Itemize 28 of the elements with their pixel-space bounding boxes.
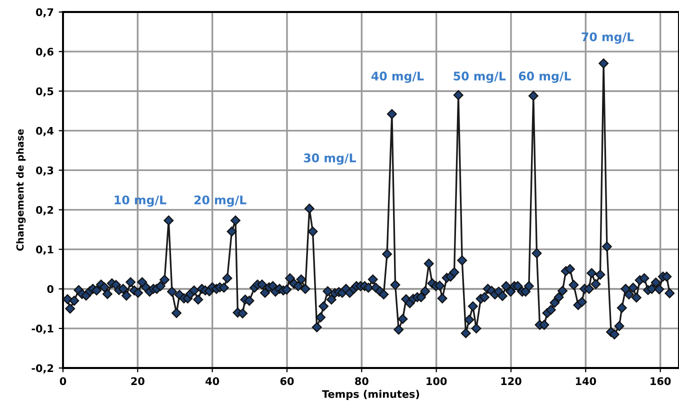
annotation: 70 mg/L — [582, 32, 634, 44]
y-tick-label: 0 — [47, 285, 54, 293]
annotation: 30 mg/L — [304, 153, 356, 165]
x-axis-title: Temps (minutes) — [322, 390, 420, 400]
x-tick-label: 60 — [280, 377, 294, 386]
annotation: 40 mg/L — [371, 72, 424, 83]
annotation: 10 mg/L — [114, 195, 166, 207]
x-tick-label: 40 — [206, 377, 220, 386]
annotation: 60 mg/L — [518, 72, 571, 83]
x-tick-label: 0 — [60, 377, 66, 386]
y-axis-title: Changement de phase — [16, 129, 26, 251]
x-tick-label: 80 — [355, 377, 368, 386]
y-tick-label: -0,2 — [32, 364, 54, 374]
x-tick-label: 140 — [576, 377, 596, 386]
y-tick-label: 0,5 — [36, 87, 54, 97]
y-tick-label: -0,1 — [32, 324, 54, 334]
annotation: 20 mg/L — [194, 195, 246, 207]
x-tick-label: 160 — [650, 377, 671, 386]
x-tick-label: 120 — [501, 377, 522, 386]
y-tick-label: 0,6 — [36, 48, 54, 57]
x-tick-label: 100 — [426, 377, 447, 386]
y-tick-label: 0,2 — [36, 206, 54, 216]
y-tick-label: 0,4 — [36, 126, 54, 136]
x-tick-label: 20 — [131, 377, 144, 386]
y-tick-label: 0,7 — [36, 8, 54, 18]
y-tick-label: 0,3 — [36, 166, 54, 176]
annotation: 50 mg/L — [454, 72, 506, 83]
y-tick-label: 0,1 — [36, 246, 54, 255]
